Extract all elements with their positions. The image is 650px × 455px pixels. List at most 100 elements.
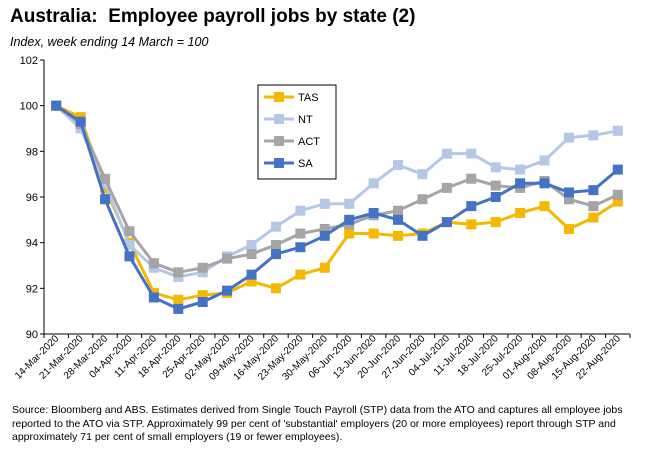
data-point	[319, 198, 330, 209]
chart-legend: TAS NT ACT SA	[257, 84, 337, 180]
data-point	[197, 262, 208, 273]
legend-box	[257, 84, 337, 180]
legend-item-act: ACT	[264, 136, 320, 148]
data-point	[319, 262, 330, 273]
data-point	[539, 178, 550, 189]
data-point	[246, 239, 257, 250]
data-point	[539, 155, 550, 166]
data-point	[490, 180, 501, 191]
series-layer	[51, 100, 623, 314]
data-point	[368, 207, 379, 218]
y-tick-label: 90	[26, 329, 38, 341]
data-point	[197, 297, 208, 308]
data-point	[563, 223, 574, 234]
source-note: Source: Bloomberg and ABS. Estimates der…	[12, 404, 623, 443]
data-point	[295, 228, 306, 239]
data-point	[490, 162, 501, 173]
data-point	[222, 253, 233, 264]
y-tick-label: 102	[20, 55, 38, 67]
data-point	[466, 201, 477, 212]
data-point	[393, 214, 404, 225]
legend-label: ACT	[298, 136, 320, 148]
data-point	[246, 276, 257, 287]
series-sa	[51, 100, 623, 314]
data-point	[393, 205, 404, 216]
data-point	[588, 185, 599, 196]
legend-label: TAS	[298, 92, 319, 104]
data-point	[124, 226, 135, 237]
data-point	[441, 217, 452, 228]
data-point	[222, 285, 233, 296]
legend-item-nt: NT	[264, 114, 313, 126]
data-point	[124, 251, 135, 262]
data-point	[270, 221, 281, 232]
series-line-act	[55, 104, 619, 274]
data-point	[319, 223, 330, 234]
data-point	[466, 173, 477, 184]
data-point	[148, 292, 159, 303]
data-point	[197, 290, 208, 301]
legend-item-tas: TAS	[264, 92, 319, 104]
legend-marker	[274, 92, 284, 102]
data-point	[270, 283, 281, 294]
y-tick-label: 98	[26, 146, 38, 158]
data-point	[563, 187, 574, 198]
data-point	[319, 230, 330, 241]
data-point	[148, 258, 159, 269]
data-point	[344, 198, 355, 209]
data-point	[515, 164, 526, 175]
data-point	[344, 214, 355, 225]
data-point	[490, 217, 501, 228]
legend-label: NT	[298, 114, 313, 126]
data-point	[612, 196, 623, 207]
legend-label: SA	[298, 158, 313, 170]
chart-title: Australia: Employee payroll jobs by stat…	[10, 6, 416, 27]
data-point	[295, 242, 306, 253]
data-point	[588, 212, 599, 223]
legend-marker	[274, 136, 284, 146]
data-point	[295, 205, 306, 216]
data-point	[441, 182, 452, 193]
data-point	[612, 164, 623, 175]
data-point	[417, 169, 428, 180]
data-point	[515, 178, 526, 189]
data-point	[173, 267, 184, 278]
y-tick-label: 92	[26, 283, 38, 295]
data-point	[124, 239, 135, 250]
data-point	[51, 100, 62, 111]
data-point	[368, 178, 379, 189]
data-point	[490, 192, 501, 202]
y-tick-label: 94	[26, 238, 38, 250]
data-point	[100, 173, 111, 184]
data-point	[368, 228, 379, 239]
data-point	[588, 130, 599, 141]
data-point	[515, 207, 526, 218]
data-point	[270, 239, 281, 250]
data-point	[588, 201, 599, 212]
data-point	[100, 194, 111, 205]
data-point	[417, 194, 428, 205]
data-point	[295, 269, 306, 280]
data-point	[393, 230, 404, 241]
data-point	[417, 230, 428, 241]
data-point	[441, 148, 452, 159]
data-point	[612, 189, 623, 200]
y-tick-label: 100	[20, 101, 38, 113]
data-point	[344, 228, 355, 239]
data-point	[393, 160, 404, 171]
data-point	[563, 194, 574, 205]
data-point	[563, 132, 574, 143]
data-point	[466, 148, 477, 159]
line-chart: 909294969810010214-Mar-202021-Mar-202028…	[13, 55, 631, 383]
data-point	[539, 201, 550, 212]
data-point	[612, 125, 623, 136]
legend-marker	[274, 114, 284, 124]
data-point	[173, 303, 184, 314]
data-point	[75, 116, 86, 127]
series-line-sa	[55, 104, 619, 311]
data-point	[466, 219, 477, 230]
y-tick-label: 96	[26, 192, 38, 204]
chart-subtitle: Index, week ending 14 March = 100	[10, 35, 209, 49]
data-point	[246, 249, 257, 260]
legend-marker	[274, 158, 284, 168]
